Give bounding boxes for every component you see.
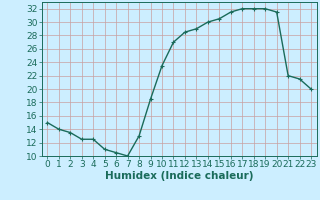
X-axis label: Humidex (Indice chaleur): Humidex (Indice chaleur)	[105, 171, 253, 181]
